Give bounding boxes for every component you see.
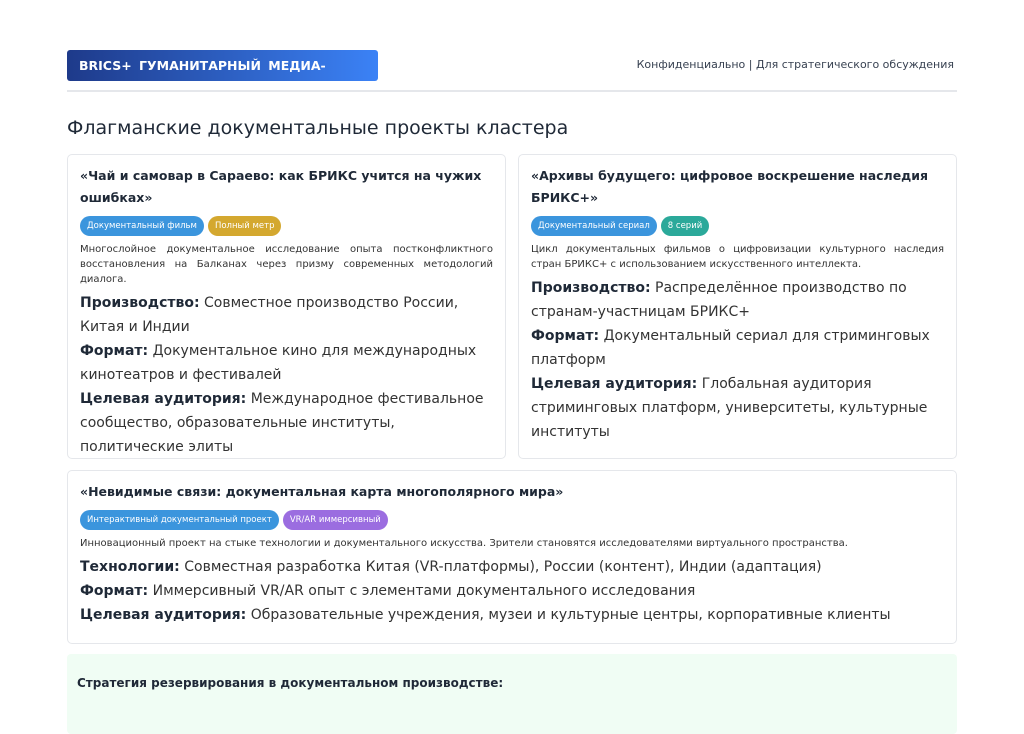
- tag-badge: Интерактивный документальный проект: [80, 510, 279, 530]
- tag-badge: VR/AR иммерсивный: [282, 510, 388, 530]
- field-value: Международное фестивальное сообщество, о…: [80, 391, 484, 455]
- field-value: Совместное производство России, Китая и …: [80, 295, 459, 335]
- page-title: Флагманские документальные проекты класт…: [67, 117, 569, 139]
- project-field: Формат: Документальное кино для междунар…: [80, 339, 493, 387]
- project-field: Целевая аудитория: Образовательные учреж…: [80, 603, 944, 627]
- field-label: Целевая аудитория:: [80, 391, 247, 407]
- strategy-box: Стратегия резервирования в документально…: [67, 654, 957, 734]
- project-description: Инновационный проект на стыке технологии…: [80, 538, 848, 549]
- field-value: Глобальная аудитория стриминговых платфо…: [531, 376, 928, 440]
- brand-banner: BRICS+ ГУМАНИТАРНЫЙ МЕДИА-КЛАСТЕР: [67, 50, 378, 104]
- field-label: Формат:: [531, 328, 600, 344]
- project-field: Формат: Документальный сериал для стрими…: [531, 324, 944, 372]
- field-label: Производство:: [80, 295, 200, 311]
- project-field: Технологии: Совместная разработка Китая …: [80, 555, 944, 579]
- project-description: Цикл документальных фильмов о цифровизац…: [531, 244, 944, 270]
- project-field: Целевая аудитория: Международное фестива…: [80, 387, 493, 459]
- project-title: «Невидимые связи: документальная карта м…: [80, 484, 564, 499]
- field-label: Производство:: [531, 280, 651, 296]
- field-label: Технологии:: [80, 559, 180, 575]
- tag-badge: Полный метр: [207, 216, 282, 236]
- project-card: «Невидимые связи: документальная карта м…: [67, 470, 957, 644]
- project-card: «Чай и самовар в Сараево: как БРИКС учит…: [67, 154, 506, 459]
- field-value: Образовательные учреждения, музеи и куль…: [250, 607, 891, 623]
- badge-row: Документальный сериал 8 серий: [531, 216, 944, 236]
- field-label: Формат:: [80, 583, 149, 599]
- field-value: Документальный сериал для стриминговых п…: [531, 328, 930, 368]
- badge-row: Интерактивный документальный проект VR/AR…: [80, 510, 944, 530]
- field-value: Распределённое производство по странам-у…: [531, 280, 907, 320]
- field-label: Формат:: [80, 343, 149, 359]
- project-card: «Архивы будущего: цифровое воскрешение н…: [518, 154, 957, 459]
- tag-badge: Документальный сериал: [531, 216, 657, 236]
- project-field: Формат: Иммерсивный VR/AR опыт с элемент…: [80, 579, 944, 603]
- field-value: Документальное кино для международных ки…: [80, 343, 477, 383]
- project-description: Многослойное документальное исследование…: [80, 244, 493, 285]
- field-label: Целевая аудитория:: [531, 376, 698, 392]
- field-label: Целевая аудитория:: [80, 607, 247, 623]
- field-value: Иммерсивный VR/AR опыт с элементами доку…: [152, 583, 696, 599]
- strategy-title: Стратегия резервирования в документально…: [77, 676, 504, 690]
- project-title: «Архивы будущего: цифровое воскрешение н…: [531, 168, 929, 205]
- tag-badge: Документальный фильм: [80, 216, 204, 236]
- confidential-note: Конфиденциально | Для стратегического об…: [636, 58, 954, 71]
- project-title: «Чай и самовар в Сараево: как БРИКС учит…: [80, 168, 482, 205]
- project-field: Производство: Совместное производство Ро…: [80, 291, 493, 339]
- project-field: Целевая аудитория: Глобальная аудитория …: [531, 372, 944, 444]
- field-value: Совместная разработка Китая (VR-платформ…: [184, 559, 822, 575]
- divider: [67, 90, 957, 92]
- tag-badge: 8 серий: [660, 216, 710, 236]
- project-field: Производство: Распределённое производств…: [531, 276, 944, 324]
- badge-row: Документальный фильм Полный метр: [80, 216, 493, 236]
